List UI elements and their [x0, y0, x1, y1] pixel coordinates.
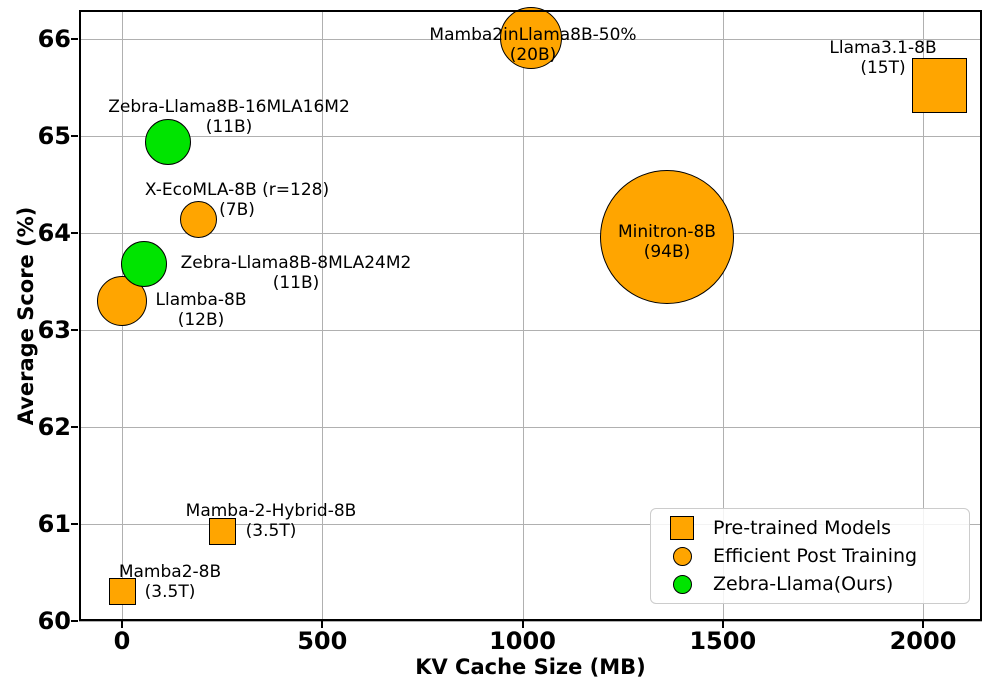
y-tick-mark — [71, 135, 78, 137]
annotation-x-ecomla-8b: X-EcoMLA-8B (r=128) (7B) — [145, 180, 329, 220]
y-gridline — [79, 621, 982, 622]
annotation-size-label: (20B) — [509, 45, 557, 65]
annotation-model-name: Mamba2inLlama8B-50% — [429, 25, 637, 45]
annotation-llamba-8b: Llamba-8B (12B) — [156, 290, 247, 330]
annotation-zebra-llama8b-16mla16m2: Zebra-Llama8B-16MLA16M2 (11B) — [108, 97, 350, 137]
y-gridline — [79, 524, 982, 525]
marker-mamba-2-hybrid-8b — [209, 518, 237, 546]
orange-square-icon — [670, 516, 694, 540]
y-axis-label: Average Score (%) — [14, 206, 38, 425]
x-gridline — [923, 10, 924, 621]
annotation-model-name: Mamba2-8B — [118, 562, 222, 582]
y-gridline — [79, 427, 982, 428]
annotation-size-label: (94B) — [643, 242, 691, 262]
annotation-model-name: Zebra-Llama8B-16MLA16M2 — [108, 97, 350, 117]
x-tick-label: 1000 — [489, 627, 556, 655]
marker-zebra-llama8b-16mla16m2 — [145, 118, 192, 165]
annotation-size-label: (7B) — [219, 200, 255, 220]
legend-item-zebra-llama: Zebra-Llama(Ours) — [651, 570, 969, 598]
annotation-size-label: (15T) — [860, 58, 906, 78]
y-tick-mark — [71, 329, 78, 331]
marker-llama3-1-8b — [912, 58, 968, 114]
annotation-size-label: (11B) — [272, 273, 320, 293]
annotation-zebra-llama8b-8mla24m2: Zebra-Llama8B-8MLA24M2 (11B) — [181, 253, 412, 293]
x-axis-label: KV Cache Size (MB) — [415, 655, 646, 679]
marker-zebra-llama8b-8mla24m2 — [121, 241, 168, 288]
legend-marker-cell — [651, 546, 713, 566]
legend-label: Efficient Post Training — [713, 545, 918, 567]
legend-item-pretrained-models: Pre-trained Models — [651, 514, 969, 542]
x-tick-label: 500 — [297, 627, 348, 655]
x-gridline — [522, 10, 524, 621]
green-circle-icon — [672, 574, 692, 594]
legend-label: Pre-trained Models — [713, 517, 892, 539]
legend-label: Zebra-Llama(Ours) — [713, 573, 894, 595]
legend-item-efficient-post-training: Efficient Post Training — [651, 542, 969, 570]
x-tick-label: 1500 — [689, 627, 757, 655]
x-tick-label: 2000 — [889, 627, 957, 655]
x-tick-label: 0 — [113, 627, 131, 655]
annotation-model-name: Minitron-8B — [618, 222, 716, 242]
marker-mamba2-8b — [109, 578, 137, 606]
annotation-model-name: Zebra-Llama8B-8MLA24M2 — [180, 253, 412, 273]
x-tick-mark — [521, 621, 524, 628]
y-gridline — [79, 136, 982, 137]
annotation-mamba-2-hybrid-8b: Mamba-2-Hybrid-8B (3.5T) — [186, 501, 357, 541]
y-gridline — [79, 233, 982, 234]
annotation-size-label: (3.5T) — [144, 582, 196, 602]
annotation-size-label: (11B) — [205, 117, 253, 137]
x-tick-mark — [721, 621, 724, 628]
x-tick-mark — [922, 621, 924, 628]
marker-x-ecomla-8b — [179, 200, 217, 238]
annotation-mamba2-8b: Mamba2-8B (3.5T) — [119, 562, 221, 602]
annotation-size-label: (12B) — [177, 310, 225, 330]
annotation-model-name: Llama3.1-8B — [829, 38, 937, 58]
legend-marker-cell — [651, 516, 713, 540]
legend: Pre-trained Models Efficient Post Traini… — [650, 508, 970, 604]
annotation-model-name: X-EcoMLA-8B (r=128) — [144, 180, 330, 200]
y-gridline — [79, 330, 982, 331]
y-tick-label: 63 — [37, 316, 71, 344]
marker-mamba2inllama8b-50 — [499, 7, 562, 70]
annotation-llama3-1-8b: Llama3.1-8B (15T) — [829, 38, 936, 78]
y-tick-label: 65 — [37, 122, 71, 150]
annotation-size-label: (3.5T) — [245, 521, 297, 541]
x-tick-mark — [321, 621, 324, 628]
annotation-model-name: Mamba-2-Hybrid-8B — [185, 501, 357, 521]
orange-circle-icon — [672, 546, 692, 566]
annotation-mamba2inllama8b-50: Mamba2inLlama8B-50% (20B) — [429, 25, 636, 65]
y-tick-mark — [71, 523, 78, 525]
y-tick-label: 66 — [37, 25, 71, 53]
y-tick-mark — [71, 232, 78, 234]
annotation-minitron-8b: Minitron-8B (94B) — [618, 222, 716, 262]
y-tick-label: 60 — [37, 607, 71, 635]
x-gridline — [722, 10, 724, 621]
y-tick-label: 62 — [37, 413, 71, 441]
marker-minitron-8b — [600, 169, 735, 304]
y-tick-label: 64 — [37, 219, 71, 247]
x-tick-mark — [121, 621, 123, 628]
y-tick-mark — [71, 38, 78, 40]
annotation-model-name: Llamba-8B — [155, 290, 247, 310]
legend-marker-cell — [651, 574, 713, 594]
y-tick-mark — [71, 426, 78, 428]
x-gridline — [322, 10, 324, 621]
y-tick-label: 61 — [37, 510, 71, 538]
y-tick-mark — [71, 620, 78, 622]
